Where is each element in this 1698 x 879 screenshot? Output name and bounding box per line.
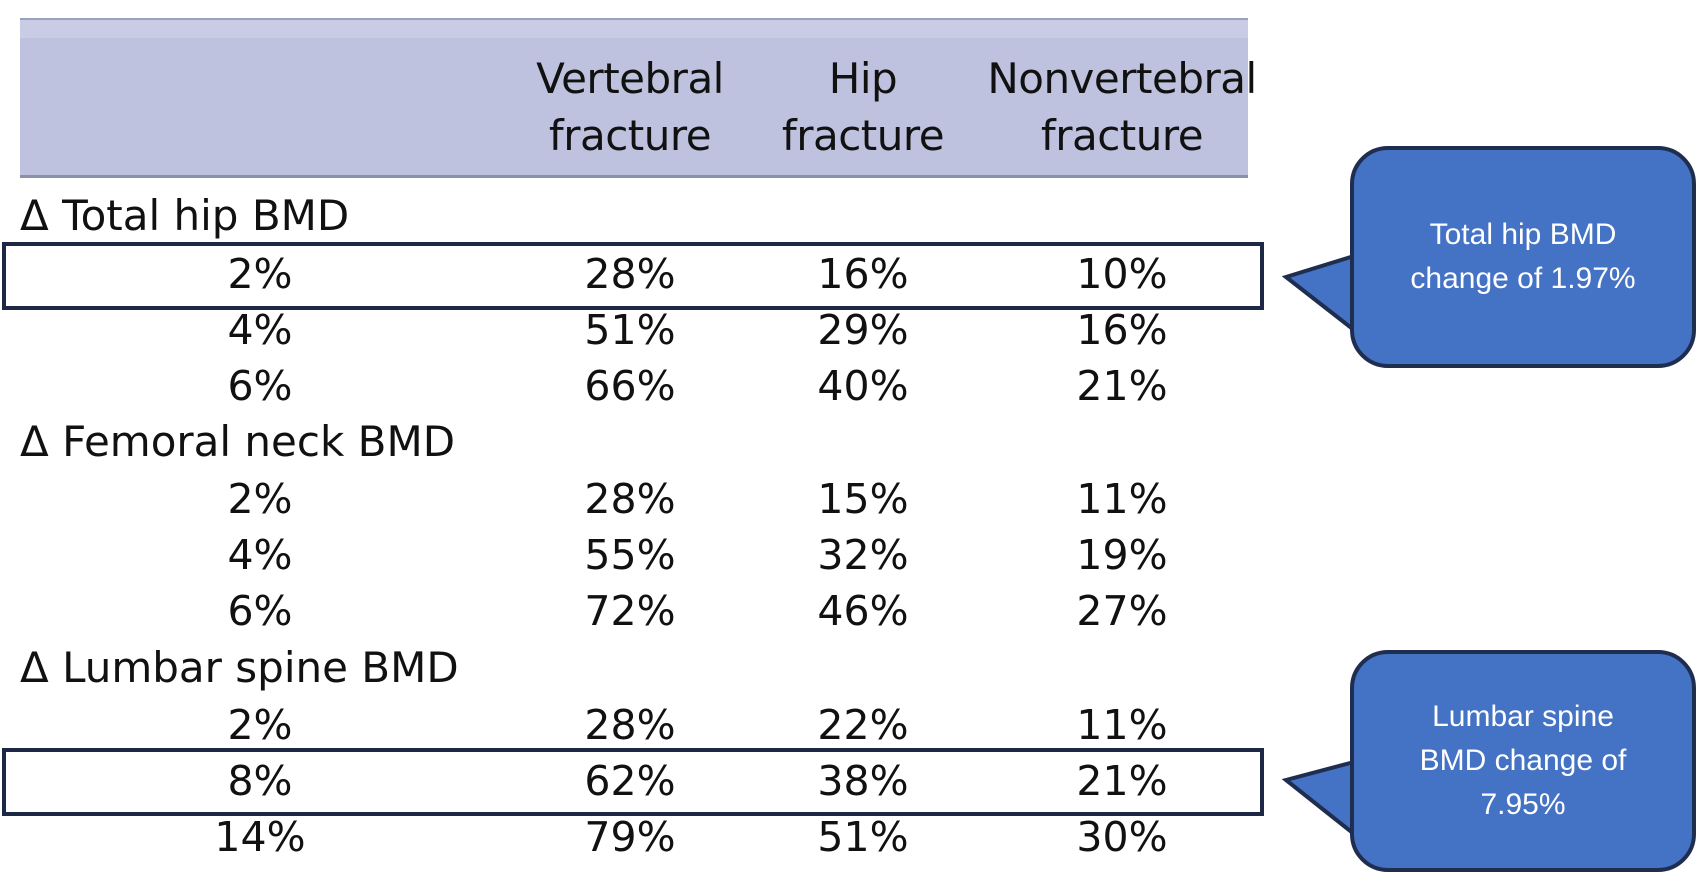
table-row: 4% 55% 32% 19% — [20, 527, 1248, 583]
callout-pointer-lumbar-spine — [1281, 759, 1356, 839]
hip-cell: 46% — [817, 587, 909, 635]
callout-line: BMD change of — [1419, 744, 1627, 777]
hip-cell: 15% — [817, 475, 909, 523]
nonvertebral-cell: 11% — [1076, 475, 1168, 523]
nonvertebral-cell: 27% — [1076, 587, 1168, 635]
callout-lumbar-spine: Lumbar spine BMD change of 7.95% — [1350, 650, 1696, 872]
bmd-change-cell: 14% — [214, 813, 306, 861]
table-row: 4% 51% 29% 16% — [20, 302, 1248, 358]
table-row: 2% 28% 22% 11% — [20, 697, 1248, 753]
vertebral-cell: 51% — [584, 306, 676, 354]
section-total-hip-title: Δ Total hip BMD — [20, 191, 350, 240]
nonvertebral-cell: 11% — [1076, 701, 1168, 749]
nonvertebral-cell: 30% — [1076, 813, 1168, 861]
nonvertebral-cell: 19% — [1076, 531, 1168, 579]
bmd-change-cell: 6% — [227, 587, 293, 635]
header-vertebral-fracture: Vertebral fracture — [530, 50, 730, 164]
header-top-strip — [20, 20, 1248, 38]
section-femoral-neck-title: Δ Femoral neck BMD — [20, 417, 456, 466]
callout-pointer-total-hip — [1281, 253, 1356, 335]
nonvertebral-cell: 10% — [1076, 250, 1168, 298]
nonvertebral-cell: 16% — [1076, 306, 1168, 354]
hip-cell: 38% — [817, 757, 909, 805]
vertebral-cell: 66% — [584, 362, 676, 410]
header-nonvertebral-line2: fracture — [1040, 111, 1204, 160]
header-vertebral-line1: Vertebral — [536, 54, 724, 103]
bmd-change-cell: 4% — [227, 531, 293, 579]
callout-total-hip-text: Total hip BMD change of 1.97% — [1410, 213, 1635, 301]
vertebral-cell: 28% — [584, 701, 676, 749]
header-nonvertebral-line1: Nonvertebral — [987, 54, 1257, 103]
callout-line: change of 1.97% — [1410, 262, 1636, 295]
vertebral-cell: 79% — [584, 813, 676, 861]
nonvertebral-cell: 21% — [1076, 362, 1168, 410]
header-hip-line1: Hip — [828, 54, 898, 103]
header-hip-fracture: Hip fracture — [763, 50, 963, 164]
section-lumbar-spine-title: Δ Lumbar spine BMD — [20, 643, 459, 692]
vertebral-cell: 62% — [584, 757, 676, 805]
table-header: Vertebral fracture Hip fracture Nonverte… — [20, 18, 1257, 178]
table-row: 14% 79% 51% 30% — [20, 809, 1248, 865]
hip-cell: 29% — [817, 306, 909, 354]
hip-cell: 51% — [817, 813, 909, 861]
header-hip-line2: fracture — [781, 111, 945, 160]
table-row: 8% 62% 38% 21% — [20, 753, 1248, 809]
table-row: 6% 72% 46% 27% — [20, 583, 1248, 639]
table-row: 2% 28% 15% 11% — [20, 471, 1248, 527]
bmd-change-cell: 2% — [227, 475, 293, 523]
hip-cell: 22% — [817, 701, 909, 749]
bmd-change-cell: 6% — [227, 362, 293, 410]
bmd-change-cell: 2% — [227, 250, 293, 298]
bmd-change-cell: 2% — [227, 701, 293, 749]
vertebral-cell: 28% — [584, 475, 676, 523]
callout-line: 7.95% — [1480, 788, 1566, 821]
table-row: 2% 28% 16% 10% — [20, 246, 1248, 302]
highlight-box-lumbar-spine — [2, 748, 1264, 816]
header-nonvertebral-fracture: Nonvertebral fracture — [982, 50, 1262, 164]
vertebral-cell: 72% — [584, 587, 676, 635]
highlight-box-total-hip — [2, 242, 1264, 310]
table-row: 6% 66% 40% 21% — [20, 358, 1248, 414]
callout-lumbar-spine-text: Lumbar spine BMD change of 7.95% — [1420, 695, 1627, 827]
hip-cell: 40% — [817, 362, 909, 410]
vertebral-cell: 28% — [584, 250, 676, 298]
callout-total-hip: Total hip BMD change of 1.97% — [1350, 146, 1696, 368]
callout-line: Total hip BMD — [1429, 218, 1617, 251]
nonvertebral-cell: 21% — [1076, 757, 1168, 805]
hip-cell: 16% — [817, 250, 909, 298]
callout-line: Lumbar spine — [1432, 700, 1614, 733]
header-vertebral-line2: fracture — [548, 111, 712, 160]
hip-cell: 32% — [817, 531, 909, 579]
bmd-change-cell: 4% — [227, 306, 293, 354]
vertebral-cell: 55% — [584, 531, 676, 579]
bmd-change-cell: 8% — [227, 757, 293, 805]
